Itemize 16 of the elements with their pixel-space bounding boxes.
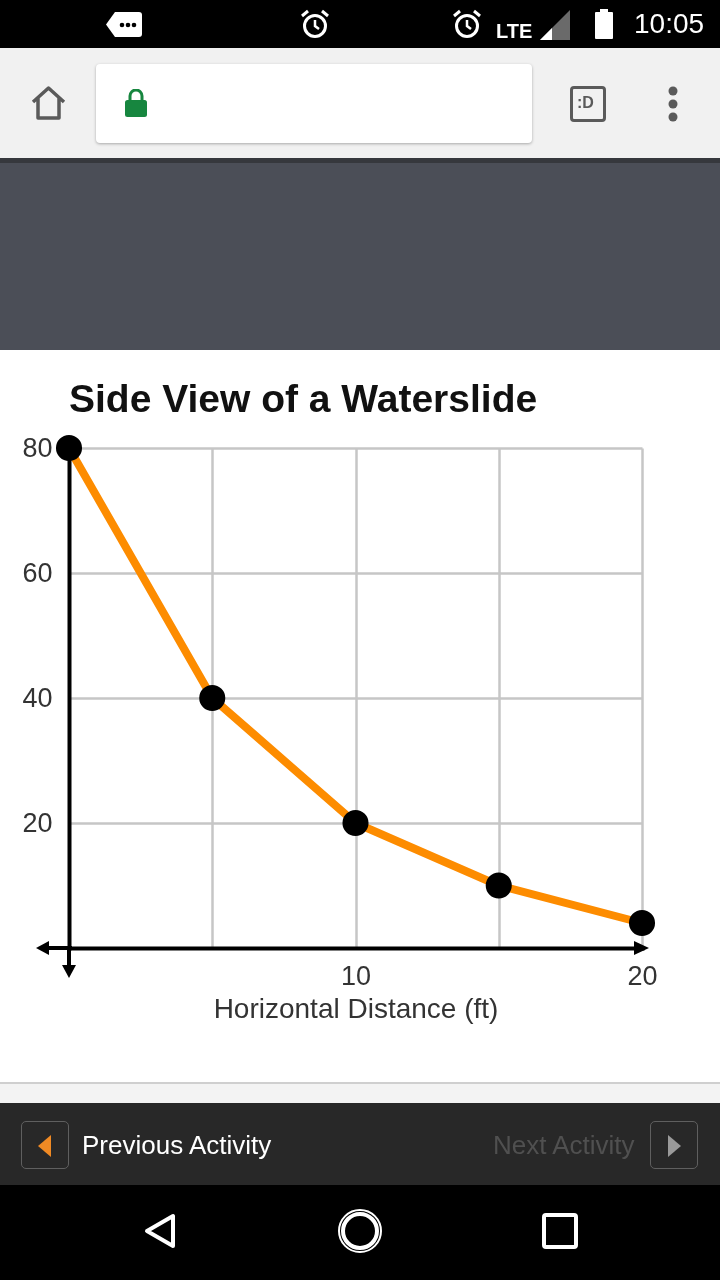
y-tick-label: 60 — [22, 557, 53, 588]
text: Previous Activity — [82, 1130, 272, 1160]
text: 10:05 — [634, 8, 705, 39]
x-tick-label: 10 — [340, 960, 372, 991]
text: LTE — [496, 20, 533, 42]
y-tick-label: 40 — [22, 682, 53, 713]
point — [628, 909, 656, 937]
point — [485, 872, 512, 899]
point — [199, 684, 226, 712]
y-tick-label: 20 — [22, 807, 53, 838]
point — [342, 809, 369, 837]
x-axis-title: Horizontal Distance (ft) — [213, 992, 499, 1024]
chart-title: Side View of a Waterslide — [69, 377, 538, 420]
point — [55, 434, 83, 462]
y-tick-label: 80 — [22, 432, 53, 463]
text: :D — [577, 93, 594, 113]
